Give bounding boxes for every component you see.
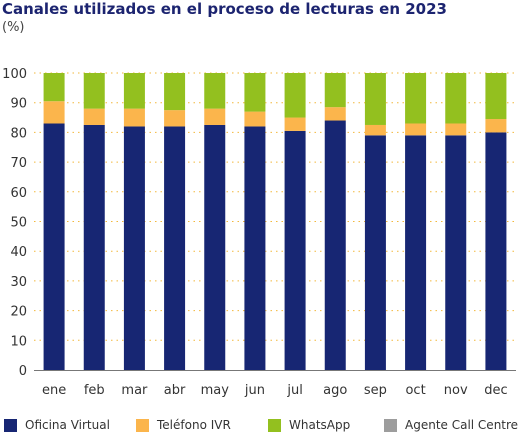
bar-oct-series-1 <box>405 123 427 136</box>
legend-item-agente-call-centre: Agente Call Centre <box>384 418 518 432</box>
bar-jun-series-1 <box>244 111 266 127</box>
bar-oct-series-0 <box>405 135 427 370</box>
x-tick-label-oct: oct <box>405 383 425 398</box>
legend-label-telefono-ivr: Teléfono IVR <box>157 418 231 432</box>
y-tick-label-80: 80 <box>10 126 27 141</box>
bar-ago-series-1 <box>324 107 346 121</box>
x-tick-label-may: may <box>201 383 230 398</box>
legend: Oficina Virtual Teléfono IVR WhatsApp Ag… <box>0 418 518 435</box>
x-tick-label-ene: ene <box>42 383 66 398</box>
x-tick-label-feb: feb <box>84 383 105 398</box>
y-tick-label-100: 100 <box>2 67 27 82</box>
bar-nov-series-0 <box>445 135 467 370</box>
bar-abr-series-2 <box>164 73 186 111</box>
bar-jul-series-2 <box>284 73 306 118</box>
legend-item-whatsapp: WhatsApp <box>268 418 350 432</box>
bar-oct-series-2 <box>405 73 427 124</box>
unit-label: (%) <box>2 20 25 35</box>
bar-feb-series-0 <box>83 124 105 370</box>
bar-feb-series-1 <box>83 108 105 125</box>
y-tick-label-30: 30 <box>10 275 27 290</box>
bar-nov-series-2 <box>445 73 467 124</box>
bar-ago-series-2 <box>324 73 346 108</box>
x-tick-label-ago: ago <box>323 383 347 398</box>
bar-sep-series-1 <box>364 124 386 136</box>
bar-may-series-0 <box>204 124 226 370</box>
bar-ene-series-2 <box>43 73 65 102</box>
bar-mar-series-2 <box>123 73 145 109</box>
legend-label-agente-call-centre: Agente Call Centre <box>405 418 518 432</box>
bar-sep-series-0 <box>364 135 386 370</box>
bar-abr-series-0 <box>164 126 186 371</box>
bar-dec-series-0 <box>485 132 507 370</box>
x-tick-label-abr: abr <box>164 383 186 398</box>
bar-sep-series-2 <box>364 73 386 125</box>
x-tick-label-sep: sep <box>364 383 387 398</box>
bar-jul-series-0 <box>284 130 306 370</box>
y-tick-label-60: 60 <box>10 186 27 201</box>
legend-swatch-oficina-virtual <box>4 418 17 432</box>
bar-dec-series-1 <box>485 119 507 133</box>
x-tick-label-dec: dec <box>484 383 507 398</box>
bar-jul-series-1 <box>284 117 306 131</box>
legend-swatch-telefono-ivr <box>136 418 149 432</box>
stacked-bar-chart: 0 10 20 30 40 50 60 70 80 90 100 ene feb mar abr may jun… <box>2 67 516 398</box>
bar-ago-series-0 <box>324 120 346 371</box>
legend-label-whatsapp: WhatsApp <box>289 418 351 432</box>
bar-may-series-2 <box>204 73 226 109</box>
y-tick-label-10: 10 <box>10 334 27 349</box>
chart-title: Canales utilizados en el proceso de lect… <box>2 0 447 18</box>
bar-jun-series-0 <box>244 126 266 371</box>
y-tick-label-90: 90 <box>10 97 27 112</box>
bar-nov-series-1 <box>445 123 467 136</box>
bar-feb-series-2 <box>83 73 105 109</box>
legend-swatch-agente-call-centre <box>384 418 397 432</box>
legend-item-telefono-ivr: Teléfono IVR <box>136 418 231 432</box>
bar-ene-series-1 <box>43 101 65 124</box>
x-tick-label-jun: jun <box>244 383 265 398</box>
bar-dec-series-2 <box>485 73 507 120</box>
bar-may-series-1 <box>204 108 226 125</box>
y-tick-label-0: 0 <box>19 364 27 379</box>
legend-item-oficina-virtual: Oficina Virtual <box>4 418 110 432</box>
y-tick-label-70: 70 <box>10 156 27 171</box>
bar-mar-series-0 <box>123 126 145 371</box>
y-tick-label-40: 40 <box>10 245 27 260</box>
y-tick-label-50: 50 <box>10 216 27 231</box>
bar-mar-series-1 <box>123 108 145 127</box>
bar-ene-series-0 <box>43 123 65 371</box>
y-tick-label-20: 20 <box>10 305 27 320</box>
legend-label-oficina-virtual: Oficina Virtual <box>25 418 110 432</box>
x-tick-label-mar: mar <box>121 383 148 398</box>
x-tick-label-nov: nov <box>444 383 468 398</box>
legend-swatch-whatsapp <box>268 418 281 432</box>
x-tick-label-jul: jul <box>286 383 302 398</box>
bar-jun-series-2 <box>244 73 266 112</box>
bar-abr-series-1 <box>164 110 186 127</box>
